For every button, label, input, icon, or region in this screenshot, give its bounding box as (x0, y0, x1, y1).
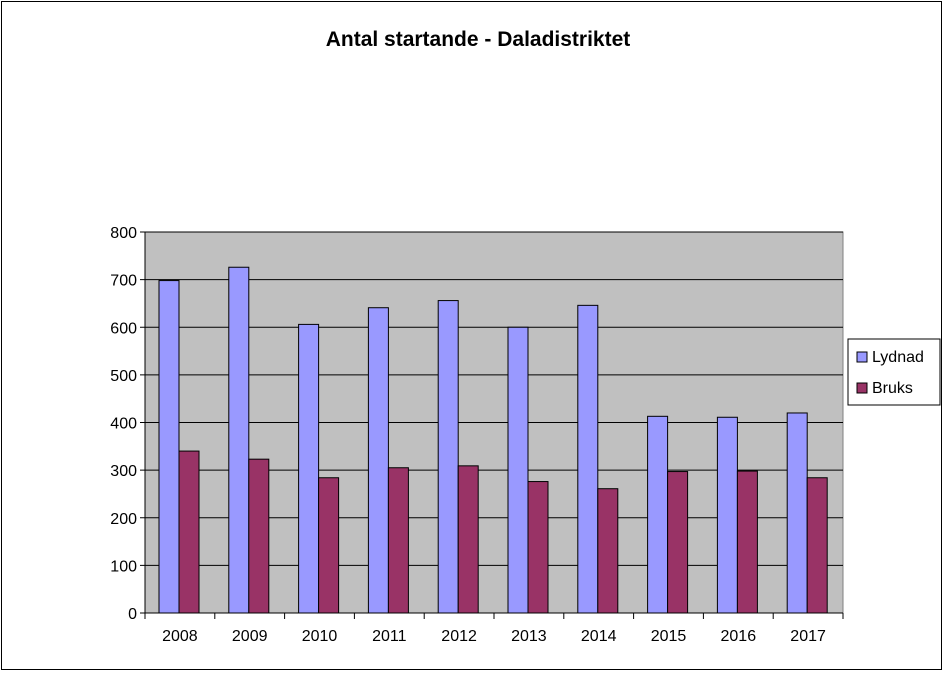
y-tick-label: 0 (128, 606, 137, 623)
bar-bruks-2008 (178, 450, 200, 614)
legend: Lydnad Bruks (847, 338, 941, 406)
plot-area: 0 100 200 300 400 500 600 700 800 2008 2009 2010 201… (110, 225, 844, 645)
bar-lydnad-2010 (298, 323, 320, 614)
x-tick-label: 2010 (302, 628, 338, 645)
legend-swatch-bruks (856, 382, 868, 394)
y-tick-label: 300 (110, 463, 137, 480)
y-tick-label: 700 (110, 273, 137, 290)
bar-lydnad-2014 (577, 304, 599, 614)
bar-bruks-2013 (527, 481, 549, 614)
bar-lydnad-2008 (158, 280, 180, 614)
bar-bruks-2014 (597, 488, 619, 614)
x-tick-label: 2014 (581, 628, 617, 645)
bar-bruks-2010 (318, 477, 340, 614)
bar-lydnad-2013 (507, 326, 529, 614)
bar-bruks-2016 (736, 470, 758, 614)
y-tick-label: 100 (110, 558, 137, 575)
legend-label-lydnad: Lydnad (872, 349, 924, 366)
y-tick-label: 600 (110, 320, 137, 337)
x-tick-label: 2009 (232, 628, 268, 645)
bar-bruks-2012 (457, 465, 479, 614)
x-tick-label: 2017 (790, 628, 826, 645)
bar-bruks-2011 (387, 467, 409, 614)
x-tick-label: 2012 (441, 628, 477, 645)
x-tick-label: 2015 (651, 628, 687, 645)
chart-title: Antal startande - Daladistriktet (326, 28, 631, 51)
bar-lydnad-2009 (228, 266, 250, 614)
legend-label-bruks: Bruks (872, 380, 913, 397)
x-tick-label: 2011 (372, 628, 407, 645)
x-tick-label: 2008 (162, 628, 198, 645)
bar-lydnad-2015 (647, 415, 669, 614)
x-tick-label: 2016 (721, 628, 757, 645)
x-tick-label: 2013 (511, 628, 547, 645)
bar-lydnad-2016 (716, 416, 738, 614)
bar-lydnad-2011 (367, 307, 389, 614)
bar-lydnad-2012 (437, 300, 459, 614)
y-tick-label: 500 (110, 368, 137, 385)
y-tick-label: 200 (110, 511, 137, 528)
y-tick-label: 800 (110, 225, 137, 242)
legend-box (847, 338, 941, 406)
legend-swatch-lydnad (856, 351, 868, 363)
bar-lydnad-2017 (786, 412, 808, 614)
bar-bruks-2015 (667, 471, 689, 614)
bar-bruks-2017 (806, 477, 828, 614)
y-tick-label: 400 (110, 416, 137, 433)
bar-bruks-2009 (248, 458, 270, 614)
